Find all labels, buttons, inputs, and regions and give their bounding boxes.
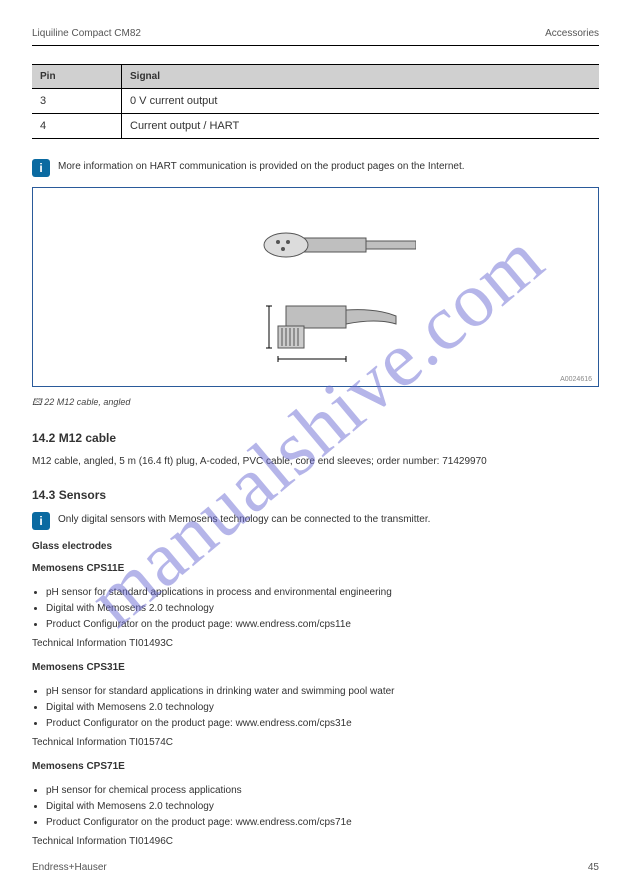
figure-id: A0024616	[560, 376, 592, 383]
ti-ref: Technical Information TI01493C	[32, 637, 599, 652]
sensors-lead: Only digital sensors with Memosens techn…	[58, 512, 430, 525]
section-heading-sensors: 14.3 Sensors	[32, 488, 599, 502]
connector-top-svg	[216, 226, 416, 266]
list-item: Product Configurator on the product page…	[46, 716, 599, 732]
section-heading-cable: 14.2 M12 cable	[32, 431, 599, 445]
table-cell: Current output / HART	[122, 114, 599, 138]
list-item: pH sensor for chemical process applicati…	[46, 783, 599, 799]
figure-caption: 🖾 22 M12 cable, angled	[32, 395, 599, 411]
figure-connector: A0024616	[32, 187, 599, 387]
info-note: i More information on HART communication…	[32, 159, 599, 177]
list-item: pH sensor for standard applications in p…	[46, 585, 599, 601]
connector-side-svg	[216, 298, 416, 378]
footer-left: Endress+Hauser	[32, 862, 107, 873]
pin-signal-table: Pin Signal 3 0 V current output 4 Curren…	[32, 64, 599, 139]
sensor-name: Memosens CPS31E	[32, 661, 599, 676]
header-rule	[32, 45, 599, 46]
page-header: Liquiline Compact CM82 Accessories	[32, 28, 599, 39]
sensor-bullets: pH sensor for standard applications in p…	[46, 585, 599, 633]
section-body-cable: M12 cable, angled, 5 m (16.4 ft) plug, A…	[32, 455, 599, 470]
list-item: Digital with Memosens 2.0 technology	[46, 601, 599, 617]
sensor-name: Memosens CPS11E	[32, 562, 599, 577]
list-item: Product Configurator on the product page…	[46, 617, 599, 633]
ti-ref: Technical Information TI01496C	[32, 835, 599, 850]
table-cell: 3	[32, 89, 122, 113]
info-text: More information on HART communication i…	[58, 159, 465, 172]
footer-page-number: 45	[588, 862, 599, 873]
list-item: Product Configurator on the product page…	[46, 815, 599, 831]
sensor-bullets: pH sensor for chemical process applicati…	[46, 783, 599, 831]
table-header-row: Pin Signal	[32, 65, 599, 88]
list-item: Digital with Memosens 2.0 technology	[46, 700, 599, 716]
table-col-pin: Pin	[32, 65, 122, 88]
info-icon: i	[32, 512, 50, 530]
table-cell: 4	[32, 114, 122, 138]
sensor-bullets: pH sensor for standard applications in d…	[46, 684, 599, 732]
header-left: Liquiline Compact CM82	[32, 28, 141, 39]
table-row: 3 0 V current output	[32, 88, 599, 113]
info-note: i Only digital sensors with Memosens tec…	[32, 512, 599, 530]
page-footer: Endress+Hauser 45	[32, 862, 599, 873]
list-item: pH sensor for standard applications in d…	[46, 684, 599, 700]
list-item: Digital with Memosens 2.0 technology	[46, 799, 599, 815]
header-right: Accessories	[545, 28, 599, 39]
subheading-glass: Glass electrodes	[32, 540, 599, 555]
table-col-signal: Signal	[122, 65, 599, 88]
sensor-name: Memosens CPS71E	[32, 760, 599, 775]
table-cell: 0 V current output	[122, 89, 599, 113]
ti-ref: Technical Information TI01574C	[32, 736, 599, 751]
info-icon: i	[32, 159, 50, 177]
table-row: 4 Current output / HART	[32, 113, 599, 138]
